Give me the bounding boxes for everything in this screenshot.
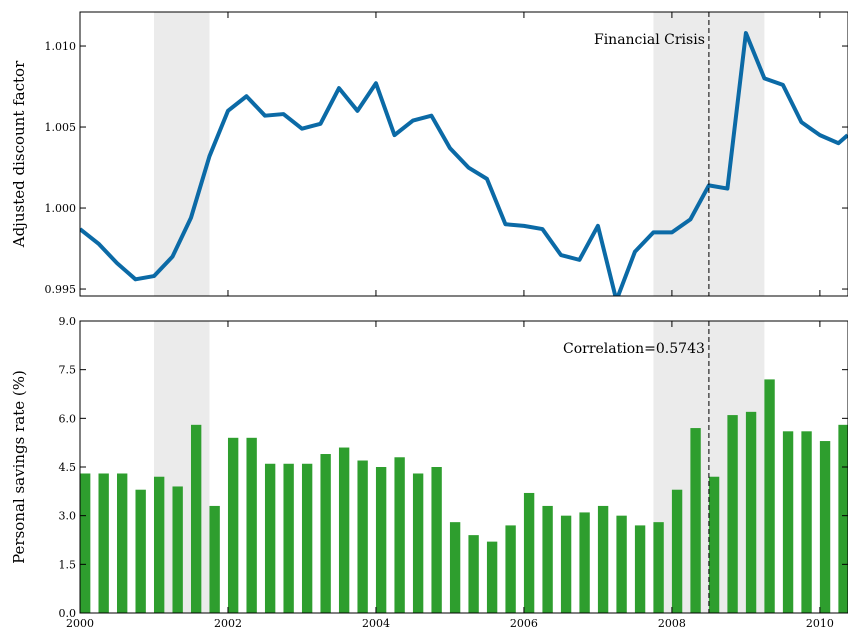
bar (468, 535, 479, 613)
bar (542, 505, 553, 613)
bar (486, 541, 498, 613)
y-tick-label: 1.5 (59, 558, 77, 571)
bar (412, 473, 424, 613)
bar (690, 428, 701, 613)
y-axis-label: Personal savings rate (%) (10, 370, 28, 564)
bar (653, 522, 664, 613)
y-tick-label: 1.000 (45, 202, 77, 215)
y-tick-label: 9.0 (59, 315, 77, 328)
plot-area (80, 321, 848, 613)
plot-area (80, 12, 848, 296)
frame (79, 11, 848, 297)
bar (283, 463, 294, 613)
annotation: Financial Crisis (594, 32, 705, 48)
bar (782, 431, 794, 613)
line (80, 31, 848, 296)
bar (449, 522, 461, 613)
bar (745, 411, 757, 613)
bar (597, 505, 609, 613)
bar (523, 492, 535, 613)
y-axis-label: Adjusted discount factor (10, 60, 28, 248)
x-tick-label: 2006 (510, 617, 538, 630)
y-tick-label: 4.5 (59, 461, 77, 474)
bar (801, 431, 812, 613)
bar (579, 512, 590, 613)
y-tick-label: 7.5 (59, 364, 77, 377)
bar (431, 467, 442, 613)
bar (505, 525, 516, 613)
y-tick-label: 1.005 (45, 121, 77, 134)
bar (301, 463, 313, 613)
bar (819, 441, 831, 613)
y-tick-label: 3.0 (59, 510, 77, 523)
bar (190, 424, 202, 613)
bar (153, 476, 165, 613)
x-tick-label: 2004 (362, 617, 390, 630)
bar (135, 489, 146, 613)
bar (838, 424, 848, 613)
bar (172, 486, 183, 613)
y-tick-label: 1.010 (45, 40, 77, 53)
x-tick-label: 2000 (66, 617, 94, 630)
bar (671, 489, 683, 613)
bar (560, 515, 572, 613)
y-tick-label: 0.995 (45, 283, 77, 296)
x-tick-label: 2008 (658, 617, 686, 630)
bar (98, 473, 109, 613)
annotation: Correlation=0.5743 (563, 341, 705, 357)
y-tick-label: 0.0 (59, 607, 77, 620)
bar (80, 473, 91, 613)
bar (264, 463, 276, 613)
recession-span (153, 12, 210, 296)
bar (320, 454, 331, 613)
bar (338, 447, 350, 613)
bar (227, 437, 239, 613)
bar (394, 457, 405, 613)
bar (727, 415, 738, 613)
x-tick-label: 2010 (806, 617, 834, 630)
bar (764, 379, 775, 613)
bar (116, 473, 128, 613)
bar (246, 437, 257, 613)
bar (708, 476, 720, 613)
bar (616, 515, 627, 613)
bar (357, 460, 368, 613)
bar (375, 467, 387, 613)
x-tick-label: 2002 (214, 617, 242, 630)
y-tick-label: 6.0 (59, 412, 77, 425)
bar (209, 505, 220, 613)
bar (634, 525, 646, 613)
